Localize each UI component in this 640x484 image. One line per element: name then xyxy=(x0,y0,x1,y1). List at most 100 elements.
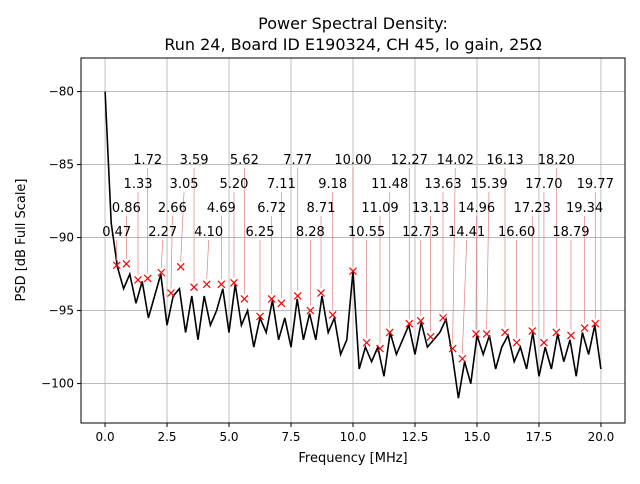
ticks: 0.0 2.5 5.0 7.5 10.0 12.5 15.0 17.5 20.0 −80 −85 −9… xyxy=(41,85,614,444)
peak-marker xyxy=(385,328,394,337)
peak-label: 16.60 xyxy=(498,225,535,240)
x-tick-label: 17.5 xyxy=(526,430,553,444)
peak-leader-line xyxy=(180,191,185,262)
marker-x-stroke xyxy=(328,311,337,319)
marker-x-stroke xyxy=(552,328,561,337)
peak-label: 10.55 xyxy=(348,225,385,240)
marker-x-stroke xyxy=(267,294,276,303)
peak-label: 7.77 xyxy=(283,153,312,168)
chart-subtitle: Run 24, Board ID E190324, CH 45, lo gain… xyxy=(164,35,541,54)
marker-x-stroke xyxy=(528,327,537,335)
peak-label: 3.59 xyxy=(180,153,209,168)
marker-x-stroke xyxy=(416,316,425,325)
peak-label: 17.23 xyxy=(514,201,551,216)
peak-marker xyxy=(277,299,286,308)
peak-leader-line xyxy=(486,191,490,329)
peak-marker xyxy=(190,283,198,292)
marker-x-stroke xyxy=(376,344,384,353)
peak-marker xyxy=(349,267,357,276)
plot-area: 0.47 0.86 1.33 1.72 2.27 2.66 3.05 3.59 4.10 4.69… xyxy=(102,91,614,399)
marker-x-stroke xyxy=(293,292,302,300)
peak-marker xyxy=(230,278,238,287)
peak-leader-line xyxy=(461,239,468,354)
peak-label: 5.62 xyxy=(230,153,259,168)
marker-x-stroke xyxy=(362,338,371,347)
peak-label: 13.63 xyxy=(424,177,461,192)
marker-x-stroke xyxy=(277,299,286,308)
marker-x-stroke xyxy=(112,261,121,270)
marker-x-stroke xyxy=(580,324,589,333)
peak-marker xyxy=(306,306,315,315)
peak-leader-line xyxy=(170,215,173,289)
chart-title: Power Spectral Density: xyxy=(258,14,448,33)
peak-label: 3.05 xyxy=(170,177,199,192)
marker-x-stroke xyxy=(426,332,435,341)
marker-x-stroke xyxy=(122,259,131,268)
marker-x-stroke xyxy=(176,262,185,271)
y-tick-label: −90 xyxy=(49,231,74,245)
marker-x-stroke xyxy=(439,313,447,322)
marker-x-stroke xyxy=(256,312,264,321)
peak-label: 1.72 xyxy=(133,153,162,168)
peak-marker xyxy=(552,328,561,337)
peak-label: 1.33 xyxy=(124,177,153,192)
peak-label: 12.27 xyxy=(391,153,428,168)
peak-label: 0.86 xyxy=(112,201,141,216)
marker-x-stroke xyxy=(157,268,166,277)
peak-marker xyxy=(293,292,302,300)
peak-marker xyxy=(567,331,575,340)
peak-marker xyxy=(134,275,142,284)
peak-label: 4.10 xyxy=(194,225,223,240)
marker-x-stroke xyxy=(482,330,491,338)
peak-label: 14.02 xyxy=(437,153,474,168)
x-tick-label: 5.0 xyxy=(219,430,238,444)
peak-marker xyxy=(122,259,131,268)
peak-marker xyxy=(501,328,509,337)
peak-label: 14.96 xyxy=(458,201,495,216)
x-tick-label: 12.5 xyxy=(402,430,429,444)
peak-marker xyxy=(176,262,185,271)
marker-x-stroke xyxy=(448,344,457,353)
peak-marker xyxy=(528,327,537,335)
marker-x-stroke xyxy=(591,319,600,328)
marker-x-stroke xyxy=(317,289,325,297)
marker-x-stroke xyxy=(472,330,480,338)
peak-marker xyxy=(448,344,457,353)
x-tick-label: 15.0 xyxy=(464,430,491,444)
peak-label: 16.13 xyxy=(486,153,523,168)
marker-x-stroke xyxy=(240,294,249,303)
x-tick-label: 10.0 xyxy=(340,430,367,444)
marker-x-stroke xyxy=(458,354,467,363)
peak-label: 2.27 xyxy=(148,225,177,240)
peak-marker xyxy=(256,312,264,321)
peak-marker xyxy=(240,294,249,303)
marker-x-stroke xyxy=(349,267,357,276)
marker-x-stroke xyxy=(385,328,394,337)
peak-marker xyxy=(362,338,371,347)
peak-marker xyxy=(512,338,521,347)
peak-label: 6.72 xyxy=(257,201,286,216)
peak-label: 0.47 xyxy=(102,225,131,240)
peak-label: 19.34 xyxy=(566,201,603,216)
y-axis-label: PSD [dB Full Scale] xyxy=(14,178,29,301)
peak-label: 11.48 xyxy=(371,177,408,192)
peak-marker xyxy=(580,324,589,333)
peak-leader-line xyxy=(475,215,477,329)
marker-x-stroke xyxy=(230,278,238,287)
peak-label: 4.69 xyxy=(207,201,236,216)
peak-label: 19.77 xyxy=(577,177,614,192)
peak-marker xyxy=(317,289,325,297)
marker-x-stroke xyxy=(190,283,198,292)
marker-x-stroke xyxy=(501,328,509,337)
peak-marker xyxy=(426,332,435,341)
peak-label: 15.39 xyxy=(470,177,507,192)
peak-label: 8.28 xyxy=(296,225,325,240)
y-tick-label: −100 xyxy=(41,377,74,391)
peak-marker xyxy=(458,354,467,363)
peak-marker xyxy=(143,274,152,283)
x-tick-label: 0.0 xyxy=(96,430,115,444)
peak-labels: 0.47 0.86 1.33 1.72 2.27 2.66 3.05 3.59 4.10 4.69… xyxy=(102,153,614,240)
peak-marker xyxy=(472,330,480,338)
peak-label: 7.11 xyxy=(267,177,296,192)
